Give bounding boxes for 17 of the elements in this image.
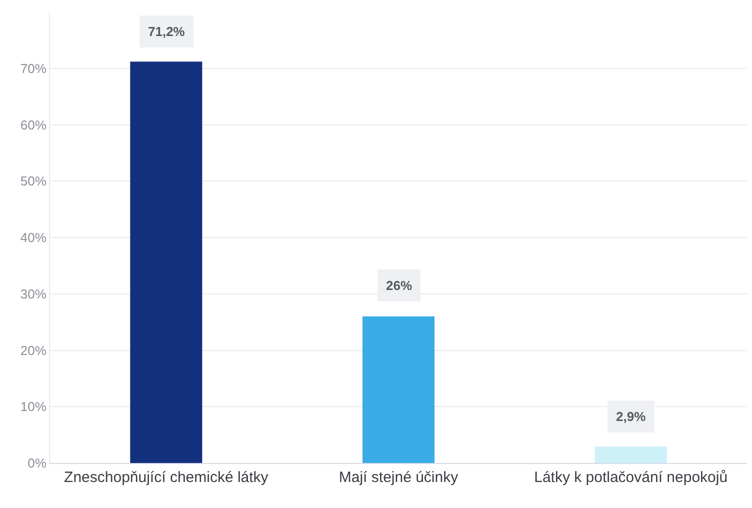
y-tick-label: 10%: [20, 399, 47, 414]
bar: [362, 316, 435, 463]
y-tick-label: 0%: [28, 456, 47, 471]
x-tick-label: Mají stejné účinky: [338, 469, 459, 486]
data-label: 26%: [386, 278, 412, 293]
data-label: 71,2%: [148, 24, 186, 39]
bar: [130, 62, 202, 463]
bar: [594, 446, 667, 463]
data-label: 2,9%: [616, 409, 646, 424]
x-tick-label: Látky k potlačování nepokojů: [534, 469, 728, 486]
y-tick-label: 50%: [20, 174, 47, 189]
x-tick-label: Zneschopňující chemické látky: [64, 469, 269, 486]
y-tick-label: 40%: [20, 230, 47, 246]
y-tick-label: 30%: [20, 286, 47, 302]
y-tick-label: 60%: [20, 117, 47, 132]
y-tick-label: 70%: [20, 60, 47, 76]
y-tick-label: 20%: [20, 342, 47, 358]
